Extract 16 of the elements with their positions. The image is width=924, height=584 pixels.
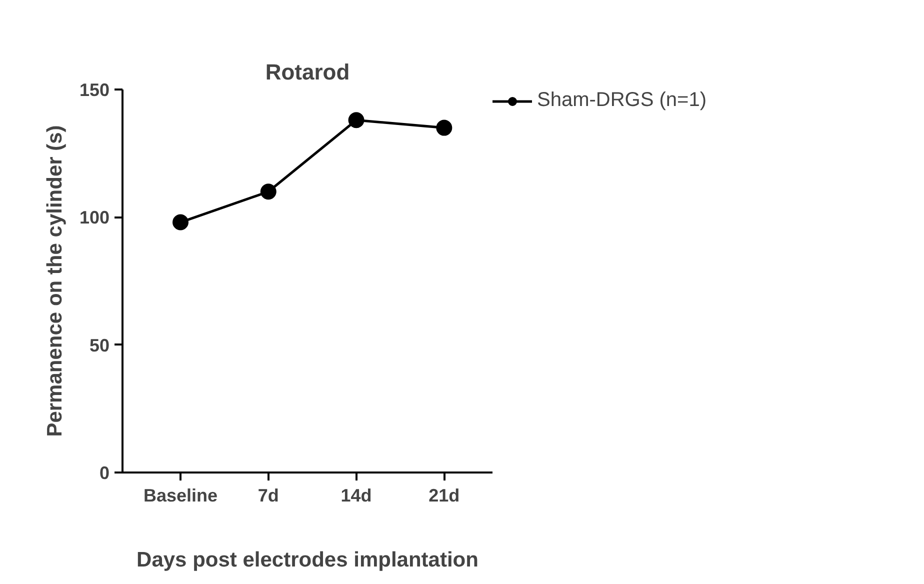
y-tick-label: 100 [79, 208, 110, 228]
x-axis-title: Days post electrodes implantation [136, 548, 478, 572]
point [436, 120, 452, 136]
point [348, 112, 364, 128]
point [260, 184, 276, 200]
point [172, 214, 189, 230]
x-tick-label: 14d [340, 486, 372, 506]
legend-label: Sham-DRGS (n=1) [537, 89, 706, 112]
y-tick-label: 50 [89, 335, 110, 356]
x-tick-label: 21d [428, 486, 460, 506]
x-tick-label: 7d [258, 486, 279, 506]
x-tick-label: Baseline [143, 486, 218, 506]
chart-title: Rotarod [265, 60, 350, 84]
y-tick-label: 0 [99, 463, 110, 483]
y-tick-label: 150 [79, 80, 110, 100]
y-axis-title: Permanence on the cylinder (s) [43, 125, 66, 437]
